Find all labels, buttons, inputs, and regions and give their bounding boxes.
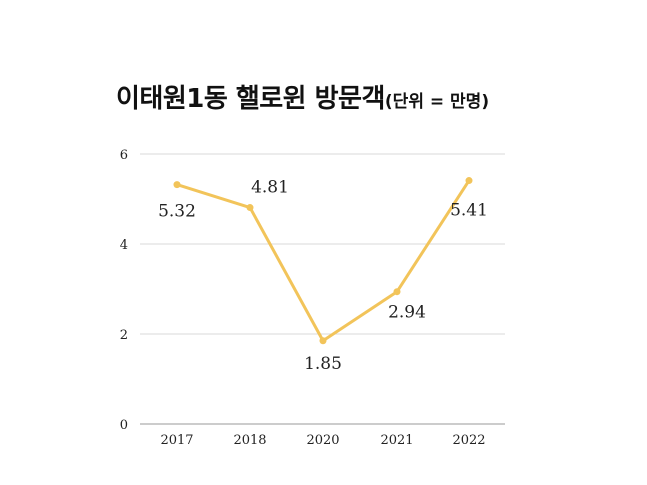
data-label: 1.85 bbox=[304, 354, 342, 374]
x-tick-label: 2022 bbox=[452, 433, 485, 448]
y-tick-label: 6 bbox=[120, 148, 128, 163]
data-label: 5.41 bbox=[450, 201, 488, 221]
y-tick-label: 2 bbox=[120, 328, 128, 343]
data-point bbox=[465, 177, 473, 185]
y-tick-label: 0 bbox=[120, 418, 128, 433]
x-tick-label: 2021 bbox=[380, 433, 413, 448]
chart-unit-subtitle: (단위 = 만명) bbox=[384, 92, 490, 112]
data-point bbox=[393, 288, 401, 296]
x-tick-label: 2018 bbox=[233, 433, 266, 448]
x-tick-label: 2017 bbox=[160, 433, 193, 448]
data-point bbox=[246, 204, 254, 212]
data-label: 4.81 bbox=[251, 178, 289, 198]
data-point bbox=[173, 181, 181, 189]
chart-title: 이태원1동 핼로윈 방문객(단위 = 만명) bbox=[116, 78, 489, 115]
y-tick-label: 4 bbox=[120, 238, 128, 253]
x-tick-label: 2020 bbox=[306, 433, 339, 448]
data-label: 2.94 bbox=[388, 303, 426, 323]
chart-title-text: 이태원1동 핼로윈 방문객 bbox=[116, 84, 385, 114]
data-point bbox=[319, 337, 327, 345]
data-label: 5.32 bbox=[158, 202, 196, 222]
